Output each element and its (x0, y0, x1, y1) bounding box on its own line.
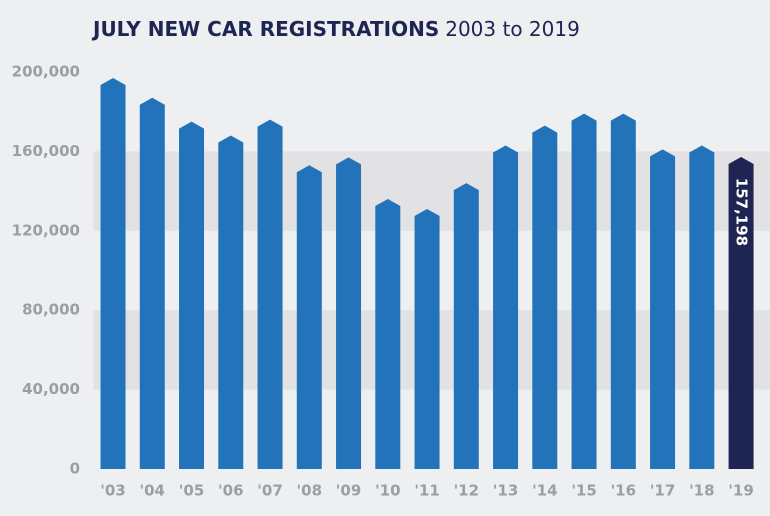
bar (218, 135, 244, 469)
y-tick-label: 120,000 (12, 221, 80, 239)
y-tick-label: 80,000 (22, 301, 80, 319)
bar (375, 199, 401, 470)
bar (493, 145, 519, 469)
x-tick-label: '03 (100, 482, 125, 500)
bar (139, 97, 165, 470)
x-tick-label: '15 (571, 482, 596, 500)
value-label: 157,198 (733, 178, 751, 246)
y-tick-label: 160,000 (12, 142, 80, 160)
y-tick-label: 0 (70, 460, 80, 478)
x-tick-label: '17 (650, 482, 675, 500)
bar (689, 145, 715, 469)
bar (650, 149, 676, 470)
bar (257, 119, 283, 469)
chart-title: JULY NEW CAR REGISTRATIONS (91, 17, 439, 41)
x-tick-label: '05 (179, 482, 204, 500)
x-tick-label: '13 (493, 482, 518, 500)
chart-subtitle: 2003 to 2019 (445, 17, 580, 41)
x-tick-label: '11 (414, 482, 439, 500)
bar (728, 156, 754, 469)
bar (414, 208, 440, 469)
x-tick-label: '10 (375, 482, 400, 500)
y-tick-label: 200,000 (12, 63, 80, 81)
y-tick-label: 40,000 (22, 380, 80, 398)
bar (610, 113, 636, 469)
x-tick-label: '06 (218, 482, 243, 500)
x-tick-label: '09 (336, 482, 361, 500)
x-tick-label: '12 (454, 482, 479, 500)
bar (100, 77, 126, 469)
bar (336, 157, 362, 470)
x-tick-label: '18 (689, 482, 714, 500)
bar (296, 165, 322, 470)
x-tick-label: '16 (611, 482, 636, 500)
x-tick-label: '04 (140, 482, 165, 500)
x-tick-label: '14 (532, 482, 557, 500)
bar (453, 183, 479, 469)
bar (179, 121, 205, 469)
x-tick-label: '08 (297, 482, 322, 500)
chart-heading: JULY NEW CAR REGISTRATIONS 2003 to 2019 (91, 17, 580, 41)
x-tick-label: '07 (257, 482, 282, 500)
x-tick-label: '19 (728, 482, 753, 500)
bar (532, 125, 558, 469)
bar (571, 113, 597, 469)
